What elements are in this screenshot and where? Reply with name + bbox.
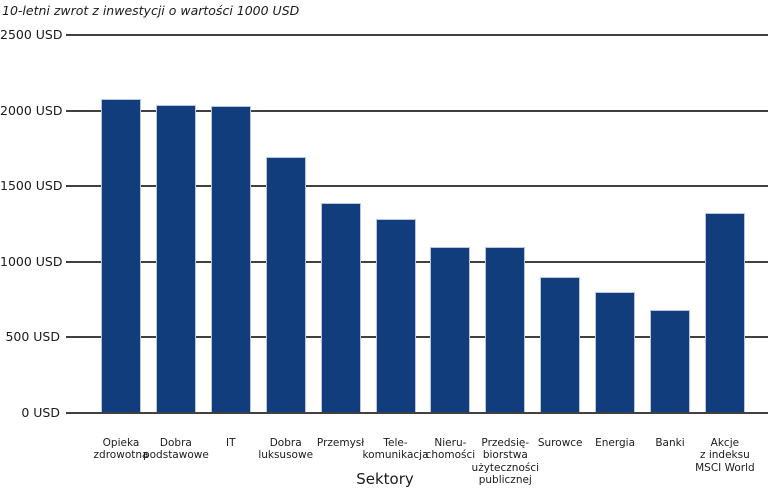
chart-title: 10-letni zwrot z inwestycji o wartości 1… [2, 3, 300, 18]
x-axis-tick-label: Energia [595, 437, 636, 449]
bar-przedsi-biorstwa-u-yteczno-ci-publicznej [485, 246, 526, 413]
bar-it [210, 106, 251, 413]
x-axis-tick-label: Przemysł [316, 437, 365, 449]
y-axis-tick-label: 1000 USD [0, 253, 63, 269]
x-axis-tick-label: Nieru-chomości [425, 437, 476, 462]
x-axis-tick-label: Surowce [537, 437, 583, 449]
x-axis-line [66, 412, 768, 414]
x-axis-tick-label: Akcje z indeksu MSCI World [695, 437, 755, 474]
gridline [66, 260, 768, 263]
x-axis-tick-label: Dobra podstawowe [142, 437, 209, 462]
x-axis-tick-label: Dobra luksusowe [258, 437, 314, 462]
bar-nieruchomo-ci [430, 246, 471, 413]
y-axis-tick-label: 2500 USD [0, 27, 63, 42]
gridline [66, 336, 768, 339]
bar-akcje-z-indeksu-msci-world [704, 213, 745, 413]
x-axis-tick-label: Tele-komunikacja [362, 437, 429, 462]
gridline [66, 34, 768, 36]
gridline [66, 109, 768, 112]
x-axis-tick-label: Banki [655, 437, 685, 449]
bar-surowce [540, 276, 581, 413]
bar-dobra-luksusowe [265, 157, 306, 413]
x-axis-tick-label: IT [226, 437, 236, 449]
y-axis-tick-label: 2000 USD [0, 102, 63, 118]
bar-banki [650, 310, 690, 413]
x-axis-tick-label: Przedsię-biorstwa użyteczności publicznej [471, 437, 540, 486]
bar-dobra-podstawowe [155, 104, 196, 413]
bar-przemys- [320, 202, 361, 413]
gridline [66, 185, 768, 188]
bar-opieka-zdrowotna [101, 98, 141, 413]
x-axis-title: Sektory [356, 470, 414, 488]
y-axis-tick-label: 1500 USD [0, 178, 63, 194]
x-axis-tick-label: Opieka zdrowotna [93, 437, 149, 462]
bar-telekomunikacja [375, 219, 416, 413]
y-axis-tick-label: 500 USD [5, 329, 60, 345]
y-axis-tick-label: 0 USD [21, 405, 60, 420]
bar-energia [595, 292, 636, 413]
